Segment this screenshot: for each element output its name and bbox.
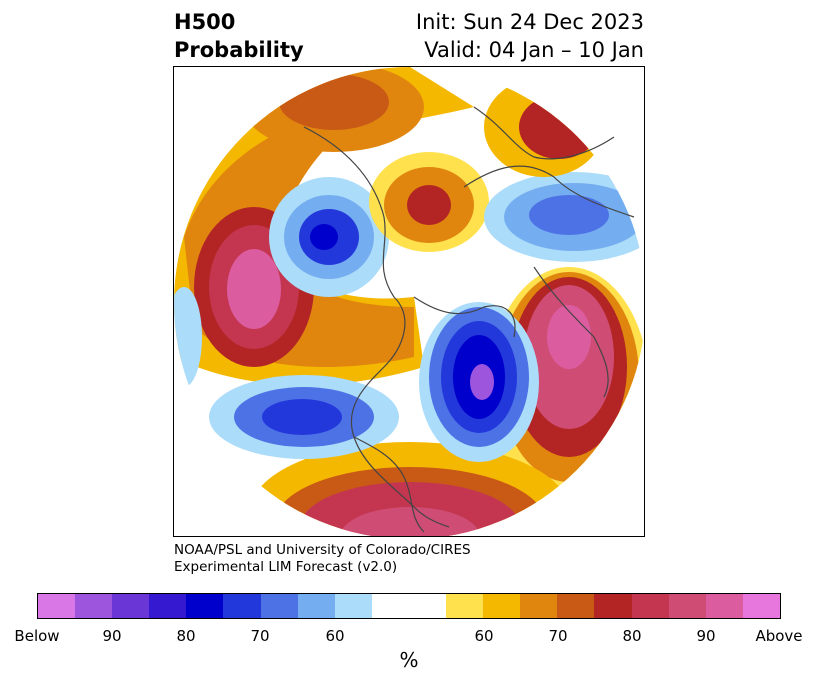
- colorbar-tick-above-80: 80: [622, 627, 642, 645]
- anomaly-above-caribbean-4: [340, 507, 480, 536]
- colorbar-swatch-4: [186, 594, 224, 618]
- colorbar-swatch-5: [223, 594, 261, 618]
- credit-text: NOAA/PSL and University of Colorado/CIRE…: [174, 542, 471, 576]
- coastlines: [303, 106, 635, 533]
- anomaly-below-alaska-4: [310, 224, 338, 250]
- colorbar-tick-below-60: 60: [325, 627, 345, 645]
- anomaly-below-hudson-5: [470, 364, 494, 400]
- colorbar-tick-below-70: 70: [250, 627, 270, 645]
- colorbar-tick-below-80: 80: [176, 627, 196, 645]
- forecast-dates: Init: Sun 24 Dec 2023 Valid: 04 Jan – 10…: [416, 8, 644, 64]
- colorbar-swatch-15: [594, 594, 632, 618]
- valid-range: Valid: 04 Jan – 10 Jan: [424, 38, 644, 62]
- colorbar-swatch-16: [631, 594, 669, 618]
- colorbar-swatch-12: [483, 594, 521, 618]
- init-date: Init: Sun 24 Dec 2023: [415, 10, 644, 34]
- anomaly-above-scandinavia-2: [519, 95, 599, 159]
- colorbar-tick-above-70: 70: [548, 627, 568, 645]
- map-svg: [174, 67, 644, 536]
- title-line-2: Probability: [174, 38, 304, 62]
- colorbar-swatch-14: [557, 594, 595, 618]
- chart-title: H500 Probability: [174, 8, 304, 64]
- anomaly-below-west-us-3: [262, 399, 342, 435]
- colorbar-swatch-17: [668, 594, 706, 618]
- anomaly-above-pacific-5: [227, 249, 281, 329]
- colorbar-swatch-3: [149, 594, 187, 618]
- anomaly-above-pole-3: [407, 185, 451, 225]
- colorbar-unit: %: [399, 648, 419, 672]
- credit-line-1: NOAA/PSL and University of Colorado/CIRE…: [174, 542, 471, 558]
- colorbar-swatch-7: [297, 594, 335, 618]
- colorbar-tick-above-60: 60: [474, 627, 494, 645]
- colorbar-swatch-8: [334, 594, 372, 618]
- colorbar-swatch-2: [112, 594, 150, 618]
- colorbar-swatch-9: [371, 594, 409, 618]
- anomaly-above-atlantic-5: [547, 305, 591, 369]
- colorbar-tick-below: Below: [14, 627, 60, 645]
- colorbar-swatch-0: [38, 594, 76, 618]
- colorbar: [37, 593, 781, 619]
- colorbar-tick-below-90: 90: [102, 627, 122, 645]
- colorbar-swatch-10: [408, 594, 447, 618]
- anomaly-below-europe-3: [529, 195, 609, 235]
- colorbar-swatch-19: [742, 594, 780, 618]
- credit-line-2: Experimental LIM Forecast (v2.0): [174, 559, 398, 575]
- probability-map: [173, 66, 645, 537]
- forecast-field: [174, 67, 644, 536]
- colorbar-swatch-6: [260, 594, 298, 618]
- colorbar-swatch-18: [705, 594, 743, 618]
- colorbar-swatch-13: [520, 594, 558, 618]
- colorbar-tick-above: Above: [755, 627, 803, 645]
- colorbar-swatch-1: [75, 594, 113, 618]
- title-line-1: H500: [174, 10, 236, 34]
- anomaly-above-siberia-2: [279, 74, 389, 130]
- colorbar-tick-above-90: 90: [696, 627, 716, 645]
- colorbar-swatch-11: [446, 594, 484, 618]
